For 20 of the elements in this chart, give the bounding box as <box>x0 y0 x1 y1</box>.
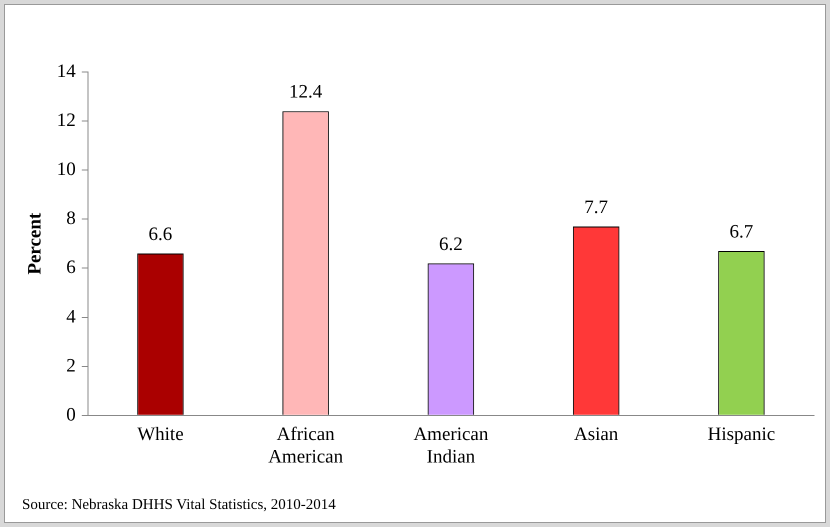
y-tick-label: 14 <box>56 60 76 82</box>
x-tick-label: White <box>137 424 184 445</box>
x-tick-label: American Indian <box>413 424 489 468</box>
y-axis-title: Percent <box>24 212 46 275</box>
data-label: 6.6 <box>148 224 172 245</box>
data-label: 12.4 <box>289 82 323 103</box>
data-label: 6.7 <box>730 222 754 243</box>
y-tick-label: 8 <box>66 208 76 230</box>
x-tick-label: Asian <box>574 424 619 445</box>
y-tick-label: 12 <box>56 110 76 132</box>
data-label: 7.7 <box>584 197 608 218</box>
y-tick-label: 2 <box>66 355 76 376</box>
y-tick-label: 6 <box>66 257 76 278</box>
source-note: Source: Nebraska DHHS Vital Statistics, 2010-2014 <box>22 497 336 513</box>
y-tick-label: 0 <box>66 404 76 426</box>
x-tick-label: African American <box>268 424 344 468</box>
y-tick-label: 10 <box>56 159 76 180</box>
x-tick-label: Hispanic <box>708 424 776 445</box>
y-tick-label: 4 <box>66 306 76 328</box>
data-label: 6.2 <box>439 234 463 255</box>
